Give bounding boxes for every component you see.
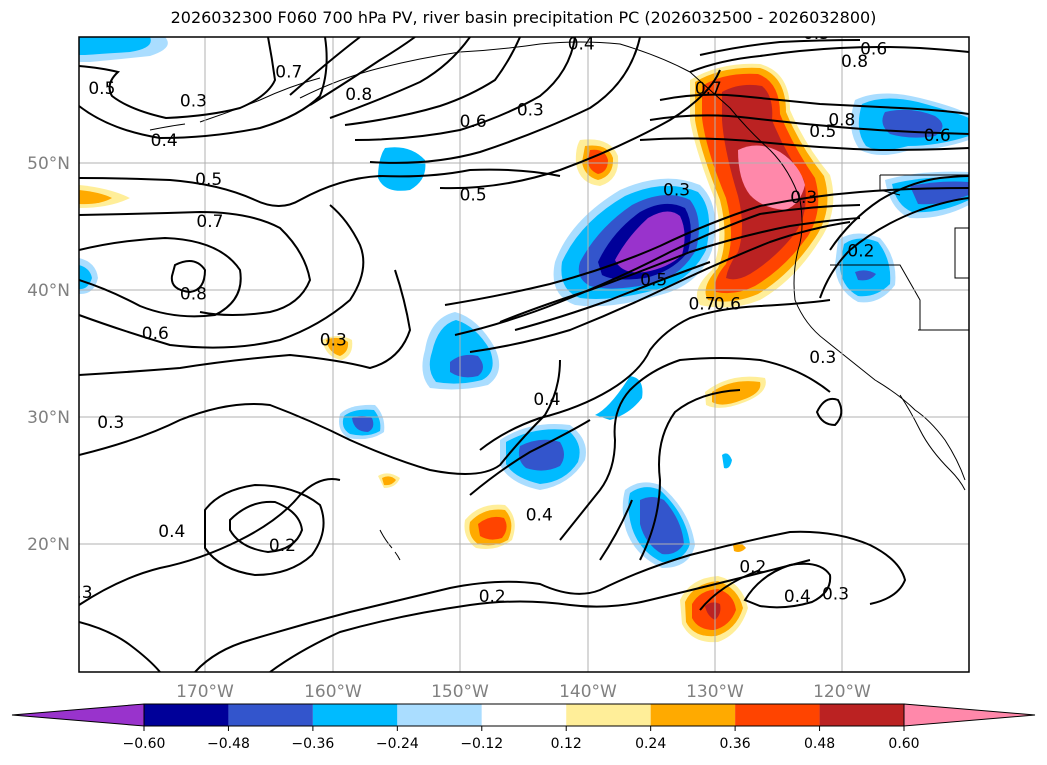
colorbar-swatch [566, 704, 651, 726]
colorbar-swatch [819, 704, 904, 726]
contour-label: 0.8 [828, 111, 855, 131]
pv-contours [79, 37, 969, 672]
lon-label-130w: 130°W [686, 682, 744, 702]
lat-label-20n: 20°N [27, 535, 70, 555]
contour-labels: 0.50.30.40.50.70.80.6 0.30.30.40.20.30.70… [65, 24, 951, 607]
contour-label: 0.8 [180, 285, 207, 305]
contour-label: 0.7 [688, 295, 715, 315]
lon-label-160w: 160°W [304, 682, 362, 702]
contour-label: 0.6 [142, 324, 169, 344]
colorbar-swatch [735, 704, 820, 726]
contour-label: 0.3 [320, 330, 347, 350]
colorbar-tick-labels: −0.60 −0.48 −0.36 −0.24 −0.12 0.12 0.24 0.36 0.4… [123, 726, 920, 752]
lat-label-50n: 50°N [27, 154, 70, 174]
contour-label: 0.3 [822, 584, 849, 604]
contour-label: 0.5 [640, 271, 667, 291]
colorbar-tick-label: −0.48 [207, 736, 250, 752]
colorbar-tick-label: 0.12 [551, 736, 582, 752]
contour-label: 0.8 [841, 52, 868, 72]
map-content: 0.50.30.40.50.70.80.6 0.30.30.40.20.30.70… [65, 24, 969, 672]
colorbar-tick-label: 0.24 [635, 736, 666, 752]
colorbar-swatch [397, 704, 482, 726]
colorbar-tick-label: 0.48 [804, 736, 835, 752]
colorbar-tick-label: −0.12 [460, 736, 503, 752]
contour-label: 0.5 [809, 122, 836, 142]
contour-label: 0.2 [269, 536, 296, 556]
contour-label: 0.6 [460, 112, 487, 132]
contour-label: 0.6 [860, 39, 887, 59]
lon-label-170w: 170°W [176, 682, 234, 702]
contour-label: 0.4 [533, 390, 560, 410]
colorbar-tick-label: −0.24 [376, 736, 419, 752]
contour-label: 0.3 [65, 583, 92, 603]
lon-label-150w: 150°W [431, 682, 489, 702]
colorbar-tick-label: −0.36 [291, 736, 334, 752]
colorbar-swatch [228, 704, 313, 726]
coastlines [149, 41, 969, 561]
contour-label: 0.8 [345, 85, 372, 105]
lat-tick-labels: 50°N 40°N 30°N 20°N [27, 154, 70, 555]
contour-label: 0.5 [460, 185, 487, 205]
colorbar-tick-label: 0.36 [720, 736, 751, 752]
colorbar-outline [143, 703, 905, 727]
colorbar-swatch [144, 704, 229, 726]
map-frame [78, 36, 970, 673]
contour-label: 0.5 [88, 79, 115, 99]
contour-label: 0.5 [195, 170, 222, 190]
contour-label: 0.2 [739, 558, 766, 578]
lon-tick-labels: 170°W 160°W 150°W 140°W 130°W 120°W [176, 682, 871, 702]
colorbar-tick-label: 0.60 [888, 736, 919, 752]
contour-label: 0.3 [97, 413, 124, 433]
colorbar-extend-max [903, 703, 1036, 727]
colorbar-swatch [650, 704, 736, 726]
contour-label: 0.7 [196, 212, 223, 232]
colorbar [11, 703, 1036, 727]
contour-label: 0.3 [663, 180, 690, 200]
contour-label: 0.6 [714, 295, 741, 315]
contour-label: 0.3 [809, 348, 836, 368]
contour-label: 0.3 [517, 100, 544, 120]
lat-label-40n: 40°N [27, 281, 70, 301]
contour-label: 0.4 [568, 34, 595, 54]
contour-label: 0.4 [158, 522, 185, 542]
contour-label: 0.3 [180, 92, 207, 112]
colorbar-extend-min [11, 703, 145, 727]
contour-label: 0.2 [479, 587, 506, 607]
lon-label-120w: 120°W [813, 682, 871, 702]
contour-label: 0.7 [695, 79, 722, 99]
contour-label: 0.4 [784, 587, 811, 607]
colorbar-swatch [481, 704, 567, 726]
contour-label: 0.7 [275, 62, 302, 82]
colorbar-tick-label: −0.60 [123, 736, 166, 752]
colorbar-swatch [312, 704, 398, 726]
plot-title: 2026032300 F060 700 hPa PV, river basin … [170, 8, 877, 27]
contour-label: 0.6 [924, 126, 951, 146]
contour-label: 0.5 [803, 24, 830, 44]
contour-label: 0.4 [526, 506, 553, 526]
contour-label: 0.2 [847, 241, 874, 261]
graticule [79, 37, 969, 672]
lat-label-30n: 30°N [27, 408, 70, 428]
contour-label: 0.4 [151, 131, 178, 151]
contour-label: 0.3 [790, 188, 817, 208]
lon-label-140w: 140°W [559, 682, 617, 702]
